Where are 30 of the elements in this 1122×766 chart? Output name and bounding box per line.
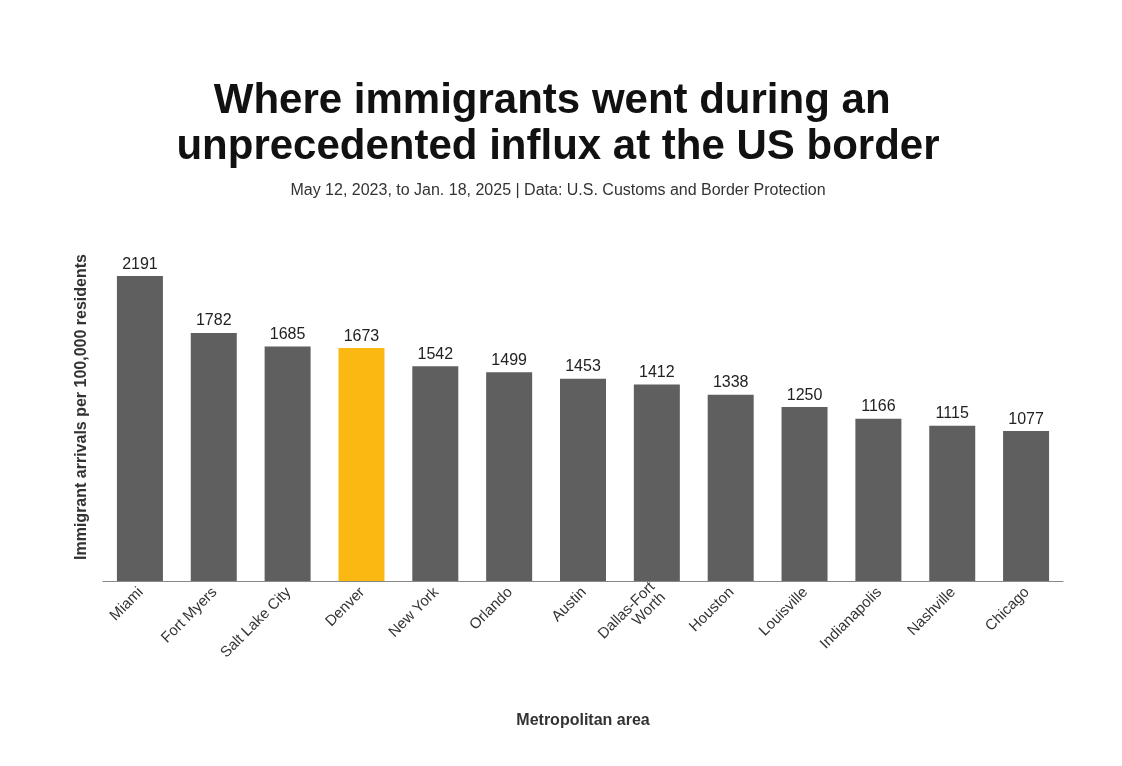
- data-label: 1412: [639, 362, 675, 380]
- data-label: 2191: [122, 254, 158, 272]
- bar: [781, 407, 828, 581]
- data-label: 1673: [343, 326, 380, 344]
- bar: [855, 418, 902, 581]
- bar: [412, 366, 459, 581]
- data-label: 1685: [269, 324, 306, 342]
- data-label: 1338: [712, 373, 749, 391]
- bar: [707, 394, 754, 581]
- bar: [486, 372, 533, 581]
- bar: [560, 378, 606, 581]
- data-label: 1115: [935, 404, 969, 422]
- data-label: 1782: [195, 311, 232, 329]
- bar: [116, 276, 163, 581]
- bar: [338, 348, 385, 581]
- bar: [1003, 431, 1050, 581]
- bar: [633, 384, 680, 581]
- data-label: 1250: [786, 385, 823, 403]
- data-label: 1166: [861, 397, 896, 415]
- data-label: 1499: [491, 350, 528, 368]
- bar: [190, 332, 237, 581]
- y-axis-title: Immigrant arrivals per 100,000 residents: [71, 253, 89, 560]
- data-label: 1542: [417, 344, 454, 362]
- chart-title: Where immigrants went during an unprecedented influx at the US border: [176, 74, 940, 168]
- data-label: 1077: [1008, 409, 1044, 427]
- x-axis-title: Metropolitan area: [516, 710, 650, 728]
- data-label: 1453: [565, 357, 601, 375]
- bar: [929, 425, 976, 581]
- chart-subtitle: May 12, 2023, to Jan. 18, 2025 | Data: U.S. Customs and Border Protection: [290, 180, 826, 198]
- bar: [264, 346, 311, 581]
